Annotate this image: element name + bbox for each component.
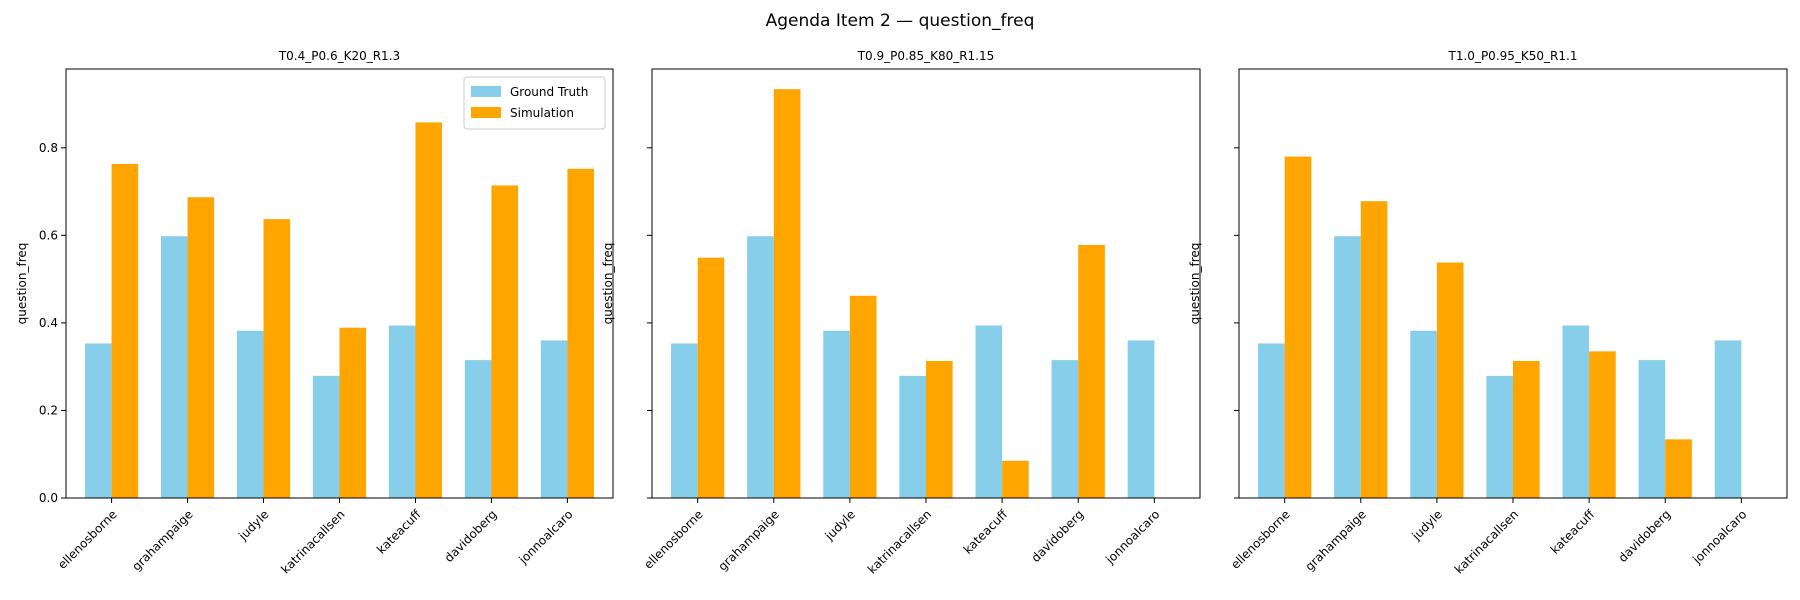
bar-ground-truth-davidoberg	[464, 360, 492, 498]
x-tick-label-davidoberg: davidoberg	[442, 507, 500, 565]
bar-simulation-davidoberg	[1078, 244, 1105, 498]
y-tick-label: 0.8	[39, 141, 58, 155]
bar-ground-truth-grahampaige	[160, 236, 188, 498]
bar-simulation-katrinacallsen	[926, 360, 953, 498]
bar-simulation-judyle	[263, 219, 291, 498]
x-tick-label-katrinacallsen: katrinacallsen	[278, 507, 347, 576]
x-tick-label-grahampaige: grahampaige	[716, 507, 782, 573]
bar-simulation-jonnoalcaro	[567, 168, 595, 498]
y-tick-label: 0.0	[39, 491, 58, 505]
chart-panel-1: T0.4_P0.6_K20_R1.3 question_freq 0.0 0.2 0.4…	[15, 49, 614, 576]
y-tick-label: 0.6	[39, 228, 58, 242]
x-tick-label-kateacuff: kateacuff	[961, 507, 1011, 557]
bar-ground-truth-katrinacallsen	[312, 375, 340, 498]
y-axis-label: question_freq	[1188, 243, 1202, 325]
x-tick-label-ellenosborne: ellenosborne	[641, 507, 706, 572]
y-axis-label: question_freq	[601, 243, 615, 325]
legend-label-ground-truth: Ground Truth	[510, 85, 588, 99]
bar-ground-truth-jonnoalcaro	[1714, 340, 1742, 498]
bar-ground-truth-grahampaige	[1334, 236, 1361, 498]
x-tick-label-judyle: judyle	[235, 507, 271, 543]
plot-frame	[1238, 68, 1788, 499]
y-axis-label: question_freq	[15, 243, 29, 325]
bar-ground-truth-grahampaige	[747, 236, 774, 498]
chart-panel-2: T0.9_P0.85_K80_R1.15 question_freqellenos…	[601, 49, 1201, 576]
x-tick-label-judyle: judyle	[822, 507, 858, 543]
x-tick-label-jonnoalcaro: jonnoalcaro	[1102, 507, 1162, 567]
bar-ground-truth-jonnoalcaro	[540, 340, 568, 498]
y-tick-label: 0.4	[39, 316, 58, 330]
bar-simulation-ellenosborne	[697, 257, 725, 498]
bar-ground-truth-judyle	[823, 330, 850, 498]
legend-swatch-simulation	[471, 107, 501, 118]
panel-title: T0.4_P0.6_K20_R1.3	[278, 49, 400, 63]
y-tick-label: 0.2	[39, 403, 58, 417]
bar-simulation-grahampaige	[187, 197, 215, 498]
bar-ground-truth-judyle	[1410, 330, 1437, 498]
x-tick-label-jonnoalcaro: jonnoalcaro	[516, 507, 576, 567]
plot-frame	[651, 68, 1201, 499]
bar-simulation-kateacuff	[1002, 460, 1029, 498]
x-tick-label-davidoberg: davidoberg	[1029, 507, 1087, 565]
legend-label-simulation: Simulation	[510, 106, 574, 120]
bar-ground-truth-ellenosborne	[84, 343, 112, 498]
bar-ground-truth-katrinacallsen	[1486, 375, 1513, 498]
figure-title: Agenda Item 2 — question_freq	[766, 11, 1035, 31]
bar-ground-truth-davidoberg	[1051, 360, 1079, 498]
x-tick-label-judyle: judyle	[1409, 507, 1445, 543]
bar-simulation-katrinacallsen	[339, 327, 367, 498]
bar-ground-truth-kateacuff	[388, 325, 416, 498]
x-tick-label-kateacuff: kateacuff	[1548, 507, 1598, 557]
bar-ground-truth-kateacuff	[1562, 325, 1590, 498]
bar-simulation-ellenosborne	[1284, 156, 1312, 498]
legend: Ground Truth Simulation	[463, 76, 606, 130]
x-tick-label-katrinacallsen: katrinacallsen	[1452, 507, 1521, 576]
bar-ground-truth-davidoberg	[1638, 360, 1666, 498]
bar-simulation-davidoberg	[1665, 439, 1692, 498]
x-tick-label-ellenosborne: ellenosborne	[55, 507, 120, 572]
bar-simulation-davidoberg	[491, 185, 519, 498]
bar-simulation-kateacuff	[415, 122, 443, 498]
plot-frame	[65, 68, 614, 499]
bar-simulation-judyle	[849, 295, 877, 498]
x-tick-label-davidoberg: davidoberg	[1616, 507, 1674, 565]
bar-ground-truth-judyle	[236, 330, 264, 498]
bar-simulation-katrinacallsen	[1513, 360, 1540, 498]
bar-simulation-kateacuff	[1589, 351, 1616, 498]
x-tick-label-grahampaige: grahampaige	[129, 507, 195, 573]
panel-title: T1.0_P0.95_K50_R1.1	[1448, 49, 1578, 63]
x-tick-label-kateacuff: kateacuff	[374, 507, 424, 557]
bar-ground-truth-katrinacallsen	[899, 375, 926, 498]
bar-simulation-grahampaige	[773, 89, 801, 499]
x-tick-label-grahampaige: grahampaige	[1303, 507, 1369, 573]
legend-swatch-ground-truth	[471, 86, 501, 97]
bar-simulation-judyle	[1436, 262, 1464, 498]
chart-panel-3: T1.0_P0.95_K50_R1.1 question_freq ellenosb…	[1188, 49, 1788, 576]
bar-ground-truth-ellenosborne	[671, 343, 698, 498]
x-tick-label-katrinacallsen: katrinacallsen	[865, 507, 934, 576]
panel-title: T0.9_P0.85_K80_R1.15	[857, 49, 995, 63]
x-tick-label-jonnoalcaro: jonnoalcaro	[1689, 507, 1749, 567]
bar-simulation-ellenosborne	[111, 163, 139, 498]
bar-ground-truth-kateacuff	[975, 325, 1003, 498]
bar-ground-truth-jonnoalcaro	[1127, 340, 1155, 498]
x-tick-label-ellenosborne: ellenosborne	[1228, 507, 1293, 572]
bar-simulation-grahampaige	[1360, 201, 1388, 499]
bar-ground-truth-ellenosborne	[1258, 343, 1285, 498]
